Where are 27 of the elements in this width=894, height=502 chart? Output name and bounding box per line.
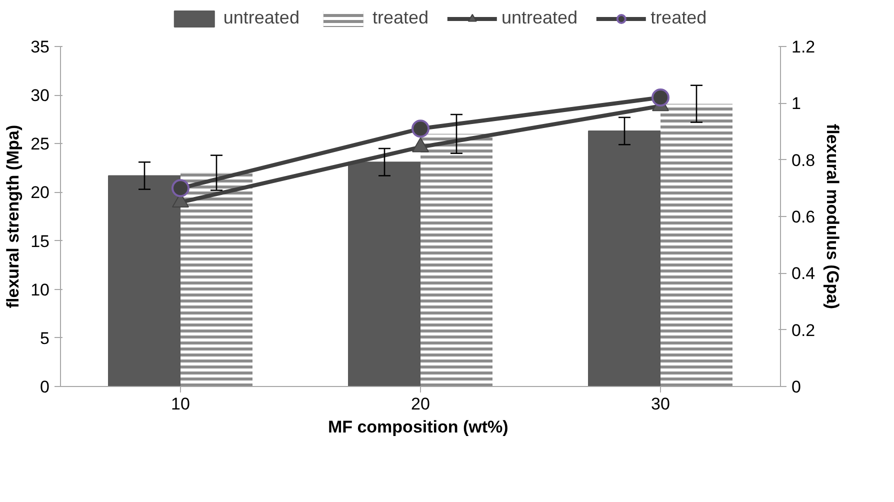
- y-tick-label: 30: [30, 86, 50, 106]
- legend-label: treated: [372, 8, 428, 28]
- bar: [348, 162, 421, 386]
- y-axis-title: flexural strength (Mpa): [4, 124, 23, 308]
- x-tick-label: 20: [411, 394, 430, 414]
- x-axis-title: MF composition (wt%): [328, 418, 508, 436]
- y2-tick-label: 0: [792, 378, 801, 396]
- y2-tick-label: 1: [792, 94, 801, 114]
- y-tick-label: 25: [30, 134, 50, 154]
- y-tick-label: 15: [30, 232, 50, 251]
- y-tick-label: 20: [30, 183, 50, 202]
- y2-tick-label: 0.6: [792, 208, 816, 226]
- y2-axis-title: flexural modulus (Gpa): [823, 124, 842, 310]
- y2-tick-label: 0.4: [792, 264, 816, 284]
- y-tick-label: 5: [40, 328, 50, 348]
- y2-tick-label: 0.8: [792, 150, 816, 170]
- legend-label: treated: [650, 8, 707, 28]
- y-tick-label: 10: [30, 280, 50, 300]
- y-tick-label: 0: [40, 378, 50, 396]
- legend-label: untreated: [223, 8, 300, 28]
- y-tick-label: 35: [30, 38, 50, 56]
- legend-label: untreated: [502, 8, 578, 28]
- y2-tick-label: 0.2: [792, 320, 816, 340]
- x-tick-label: 30: [651, 394, 670, 414]
- y2-tick-label: 1.2: [792, 38, 816, 56]
- x-tick-label: 10: [171, 394, 190, 414]
- bar: [588, 130, 661, 386]
